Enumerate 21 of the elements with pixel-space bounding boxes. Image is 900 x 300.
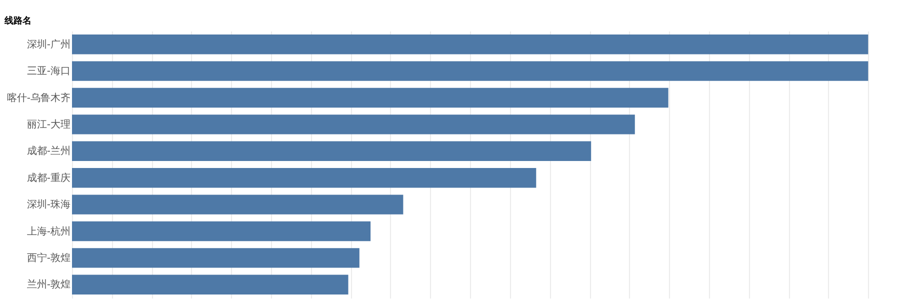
y-tick-label: 喀什-乌鲁木齐 [6,92,70,104]
y-tick-label: 三亚-海口 [26,65,70,78]
bar [72,221,371,242]
y-tick-label: 深圳-广州 [26,38,70,50]
y-tick-label: 丽江-大理 [26,118,70,130]
bar [72,274,348,294]
y-tick-label: 上海-杭州 [26,225,70,238]
bar [72,248,360,268]
y-tick-label: 成都-兰州 [26,145,70,158]
y-axis-title: 线路名 [4,16,32,26]
y-tick-label: 成都-重庆 [26,172,70,184]
y-tick-label: 兰州-敦煌 [26,278,70,291]
bar [72,194,404,214]
bar [72,88,668,108]
y-tick-label: 西宁-敦煌 [26,252,70,264]
bar [72,168,536,188]
bar [72,61,868,81]
y-tick-label: 深圳-珠海 [26,198,70,211]
bar [72,114,635,134]
bar [72,34,868,54]
bar [72,141,592,161]
